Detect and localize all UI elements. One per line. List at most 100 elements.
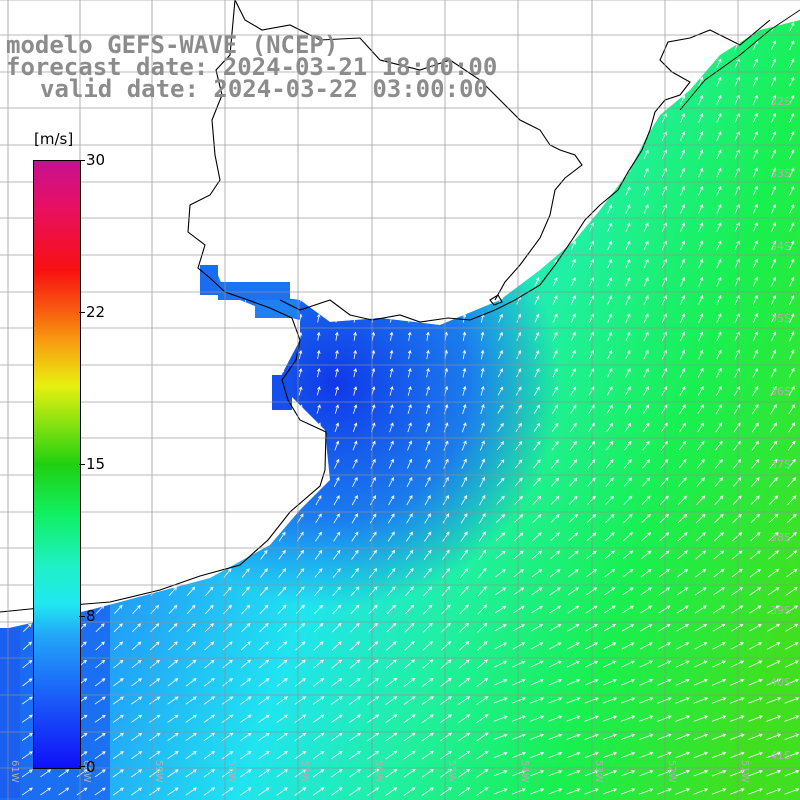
wind-arrow <box>567 587 580 596</box>
wind-arrow <box>349 659 361 669</box>
wind-arrow <box>131 659 142 669</box>
wind-arrow <box>151 513 158 524</box>
wind-arrow <box>785 623 799 632</box>
latitude-label: 41S <box>770 749 791 762</box>
wind-arrow <box>149 787 161 796</box>
wind-arrow <box>316 186 321 196</box>
wind-arrow <box>116 422 121 432</box>
wind-arrow <box>353 240 357 250</box>
wind-arrow <box>389 113 394 123</box>
wind-arrow <box>114 586 123 596</box>
wind-arrow <box>185 769 197 778</box>
wind-arrow <box>498 22 503 32</box>
wind-arrow <box>534 277 540 287</box>
wind-arrow <box>533 440 541 451</box>
wind-arrow <box>534 204 540 214</box>
wind-arrow <box>607 258 613 269</box>
wind-arrow <box>421 696 434 705</box>
wind-arrow <box>99 5 102 12</box>
wind-arrow <box>276 677 288 687</box>
wind-arrow <box>512 660 526 668</box>
wind-arrow <box>606 440 614 451</box>
wind-arrow <box>553 5 557 13</box>
wind-arrow <box>315 531 322 542</box>
wind-arrow <box>203 787 216 796</box>
wind-arrow <box>532 495 542 505</box>
wind-arrow <box>680 349 685 360</box>
wind-arrow <box>680 40 685 50</box>
wind-arrow <box>531 605 543 614</box>
wind-arrow <box>480 149 485 159</box>
wind-arrow <box>476 750 489 760</box>
wind-arrow <box>21 696 33 705</box>
wind-arrow <box>604 568 616 578</box>
wind-arrow <box>499 5 503 13</box>
wind-arrow <box>152 459 158 469</box>
wind-arrow <box>96 531 104 542</box>
wind-arrow <box>407 295 412 305</box>
wind-arrow <box>113 623 123 633</box>
wind-arrow <box>477 586 487 597</box>
wind-arrow <box>134 422 139 432</box>
wind-arrow <box>494 642 507 650</box>
wind-arrow <box>570 76 576 87</box>
wind-arrow <box>134 131 139 141</box>
wind-arrow <box>607 349 613 360</box>
wind-arrow <box>43 22 48 31</box>
wind-arrow <box>552 240 558 250</box>
wind-arrow <box>316 149 321 159</box>
wind-arrow <box>298 131 303 141</box>
wind-arrow <box>334 113 339 123</box>
wind-arrow <box>753 5 757 14</box>
wind-arrow <box>259 641 269 651</box>
wind-arrow <box>771 294 777 305</box>
wind-arrow <box>462 276 467 287</box>
wind-arrow <box>206 495 212 505</box>
wind-arrow <box>478 549 487 560</box>
wind-arrow <box>641 495 651 505</box>
wind-arrow <box>389 404 394 414</box>
wind-arrow <box>98 222 103 232</box>
wind-arrow <box>643 295 649 305</box>
wind-arrow <box>276 714 288 723</box>
wind-arrow <box>678 459 687 469</box>
wind-arrow <box>548 679 563 686</box>
wind-arrow <box>496 477 505 487</box>
wind-arrow <box>714 513 724 524</box>
wind-arrow <box>112 696 124 705</box>
wind-arrow <box>332 586 341 597</box>
wind-arrow <box>480 385 485 396</box>
wind-arrow <box>549 605 562 614</box>
wind-arrow <box>404 659 416 669</box>
wind-arrow <box>493 751 508 758</box>
wind-arrow <box>530 642 544 650</box>
wind-arrow <box>312 750 325 760</box>
wind-arrow <box>280 222 285 232</box>
wind-arrow <box>131 641 142 651</box>
wind-arrow <box>498 204 503 214</box>
wind-arrow <box>21 714 33 723</box>
wind-arrow <box>693 733 709 740</box>
wind-arrow <box>204 659 215 669</box>
wind-arrow <box>280 331 285 341</box>
wind-arrow <box>766 715 782 722</box>
wind-arrow <box>185 751 197 760</box>
wind-arrow <box>225 313 230 323</box>
wind-arrow <box>698 76 704 87</box>
wind-arrow <box>387 568 396 578</box>
colorbar-tickmark <box>79 464 85 465</box>
wind-arrow <box>116 259 121 268</box>
wind-arrow <box>259 604 269 615</box>
wind-arrow <box>626 5 630 14</box>
wind-arrow <box>352 458 358 469</box>
wind-arrow <box>661 258 667 269</box>
wind-arrow <box>367 769 380 778</box>
wind-arrow <box>276 769 288 778</box>
wind-arrow <box>152 186 157 195</box>
wind-arrow <box>643 331 649 342</box>
wind-arrow <box>698 222 704 232</box>
wind-arrow <box>752 203 758 214</box>
wind-arrow <box>570 40 576 50</box>
wind-arrow <box>514 532 524 541</box>
